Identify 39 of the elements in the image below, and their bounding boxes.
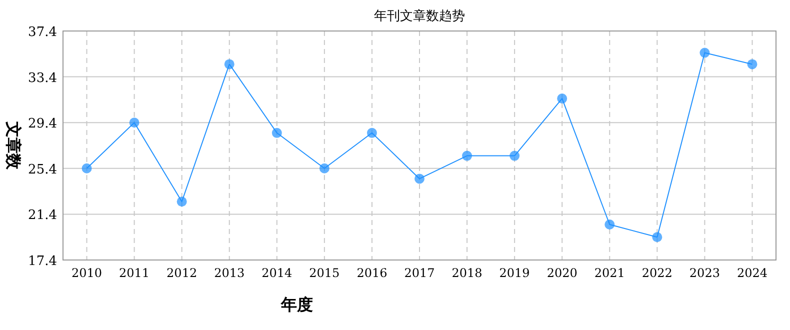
point [272, 128, 282, 138]
y-tick-label: 29.4 [28, 116, 57, 132]
y-tick-label: 37.4 [28, 25, 57, 40]
point [462, 150, 472, 161]
y-tick-label: 21.4 [28, 208, 57, 224]
x-tick-label: 2012 [166, 266, 198, 280]
x-tick-label: 2022 [642, 266, 672, 280]
point [414, 174, 424, 184]
x-tick-label: 2018 [452, 266, 482, 280]
x-tick-label: 2024 [736, 266, 768, 280]
x-tick-label: 2017 [404, 266, 435, 280]
x-tick-label: 2016 [356, 266, 388, 280]
x-tick-label: 2014 [262, 266, 293, 280]
x-tick-label: 2015 [309, 266, 340, 280]
x-axis-title: 年度 [280, 295, 313, 314]
x-tick-label: 2013 [214, 266, 245, 280]
x-tick-label: 2011 [119, 266, 150, 280]
point [604, 220, 615, 230]
point [224, 59, 234, 70]
point [319, 163, 330, 174]
point [747, 59, 758, 70]
point [176, 196, 187, 207]
x-tick-label: 2019 [499, 266, 530, 280]
x-tick-label: 2020 [546, 266, 578, 280]
x-tick-label: 2021 [594, 266, 625, 280]
x-tick-label: 2010 [71, 266, 102, 280]
point [652, 232, 662, 242]
point [510, 150, 520, 161]
point [129, 118, 140, 128]
point [366, 128, 377, 138]
point [82, 163, 92, 174]
y-tick-label: 25.4 [28, 162, 57, 178]
y-tick-label: 33.4 [28, 70, 57, 86]
y-tick-label: 17.4 [28, 254, 57, 269]
y-axis-title: 文章数 [4, 120, 23, 170]
point [700, 48, 710, 58]
point [557, 94, 568, 104]
chart-title: 年刊文章数趋势 [374, 9, 465, 24]
x-tick-label: 2023 [689, 266, 720, 280]
